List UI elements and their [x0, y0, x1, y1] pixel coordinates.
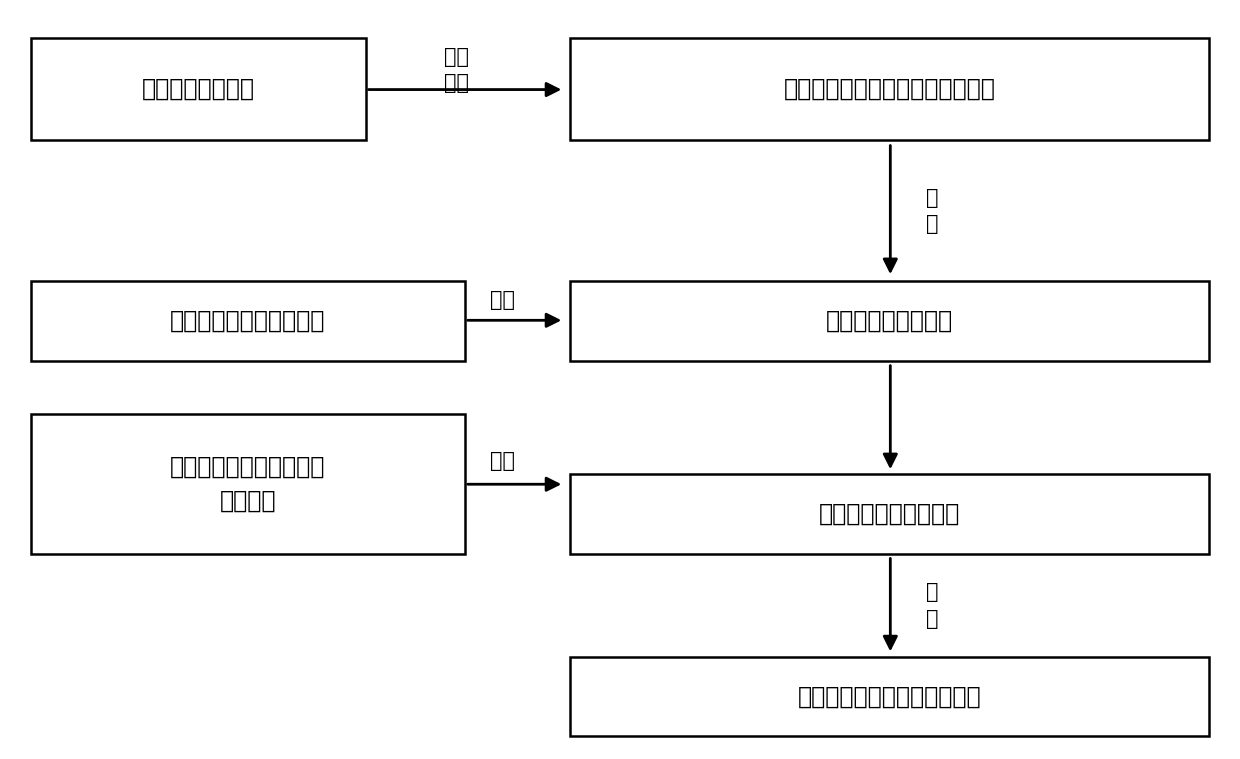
- Text: 氢氧化铝，氢氧化锂溶液，交联剂: 氢氧化铝，氢氧化锂溶液，交联剂: [784, 77, 996, 101]
- FancyBboxPatch shape: [570, 281, 1209, 361]
- Text: 导电性有机物单体及固体
导电材料: 导电性有机物单体及固体 导电材料: [170, 455, 326, 512]
- FancyBboxPatch shape: [570, 474, 1209, 554]
- FancyBboxPatch shape: [31, 281, 465, 361]
- FancyBboxPatch shape: [31, 414, 465, 554]
- Text: 酸性聚合物单体和引发剂: 酸性聚合物单体和引发剂: [170, 309, 326, 332]
- Text: 吸附剂分散在有机相: 吸附剂分散在有机相: [826, 309, 954, 332]
- FancyBboxPatch shape: [31, 38, 366, 140]
- Text: 混合: 混合: [490, 452, 515, 471]
- FancyBboxPatch shape: [570, 657, 1209, 736]
- Text: 聚合物负载铝系吸附剂: 聚合物负载铝系吸附剂: [820, 502, 960, 526]
- Text: 加
热: 加 热: [926, 187, 939, 235]
- Text: 清
洗: 清 洗: [926, 582, 939, 629]
- Text: 混合: 混合: [490, 290, 515, 310]
- Text: 导电性铝系锂离子吸附剂柱料: 导电性铝系锂离子吸附剂柱料: [797, 685, 982, 708]
- FancyBboxPatch shape: [570, 38, 1209, 140]
- Text: 分散剂，有机溶剂: 分散剂，有机溶剂: [141, 77, 255, 101]
- Text: 加热
混合: 加热 混合: [444, 46, 469, 93]
